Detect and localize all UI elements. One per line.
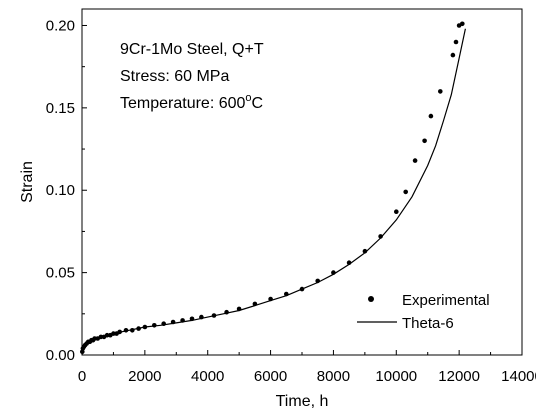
legend-marker-experimental — [368, 296, 374, 302]
annotation-temperature: Temperature: 600oC — [120, 92, 263, 112]
y-axis-title: Strain — [19, 161, 36, 203]
x-tick-label: 2000 — [128, 368, 161, 385]
annotation-material: 9Cr-1Mo Steel, Q+T — [120, 41, 264, 58]
degree-superscript: o — [245, 92, 251, 104]
experimental-point — [236, 306, 242, 312]
experimental-point — [142, 324, 148, 330]
experimental-point — [450, 52, 456, 58]
annotation-temperature-prefix: Temperature: 600 — [120, 95, 246, 112]
experimental-point — [403, 189, 409, 195]
annotation-temperature-suffix: C — [252, 95, 264, 112]
annotation-stress: Stress: 60 MPa — [120, 68, 229, 85]
experimental-point — [170, 319, 176, 325]
experimental-point — [284, 291, 289, 297]
y-axis-ticks: 0.00 0.05 0.10 0.15 0.20 — [46, 17, 87, 364]
y-tick-label: 0.05 — [46, 265, 75, 282]
experimental-point — [180, 318, 185, 323]
x-axis-title: Time, h — [276, 393, 329, 410]
experimental-point — [130, 328, 135, 333]
experimental-point — [412, 158, 418, 163]
x-tick-label: 10000 — [375, 368, 417, 385]
experimental-point — [331, 270, 336, 275]
experimental-point — [199, 314, 204, 320]
x-tick-label: 0 — [78, 368, 86, 385]
experimental-point — [315, 278, 321, 284]
experimental-point — [268, 296, 273, 302]
experimental-point — [428, 113, 434, 119]
legend-label-experimental: Experimental — [402, 292, 490, 309]
experimental-point — [224, 309, 229, 315]
y-tick-label: 0.15 — [46, 100, 75, 117]
experimental-point — [136, 326, 141, 331]
y-tick-label: 0.20 — [46, 17, 75, 34]
experimental-point — [346, 260, 352, 266]
x-tick-label: 12000 — [438, 368, 480, 385]
experimental-point — [422, 138, 427, 144]
experimental-point — [394, 209, 399, 214]
experimental-point — [252, 301, 258, 307]
experimental-point — [104, 332, 110, 338]
experimental-point — [189, 316, 195, 322]
experimental-point — [111, 331, 116, 336]
experimental-point — [117, 329, 122, 335]
annotation-block: 9Cr-1Mo Steel, Q+T Stress: 60 MPa Temper… — [120, 41, 264, 112]
experimental-point — [460, 21, 465, 27]
experimental-point — [438, 89, 443, 94]
legend-label-theta-6: Theta-6 — [402, 315, 454, 332]
experimental-point — [123, 328, 129, 333]
x-tick-label: 8000 — [317, 368, 350, 385]
experimental-point — [362, 248, 368, 254]
legend: Experimental Theta-6 — [357, 292, 490, 332]
experimental-point — [378, 234, 383, 239]
experimental-point — [211, 313, 217, 318]
experimental-point — [161, 321, 166, 327]
experimental-point — [299, 286, 305, 292]
y-tick-label: 0.10 — [46, 182, 75, 199]
experimental-point — [453, 39, 459, 45]
x-tick-label: 6000 — [254, 368, 287, 385]
x-tick-label: 4000 — [191, 368, 224, 385]
experimental-point — [152, 323, 157, 328]
experimental-series — [80, 21, 465, 355]
y-tick-label: 0.00 — [46, 347, 75, 364]
